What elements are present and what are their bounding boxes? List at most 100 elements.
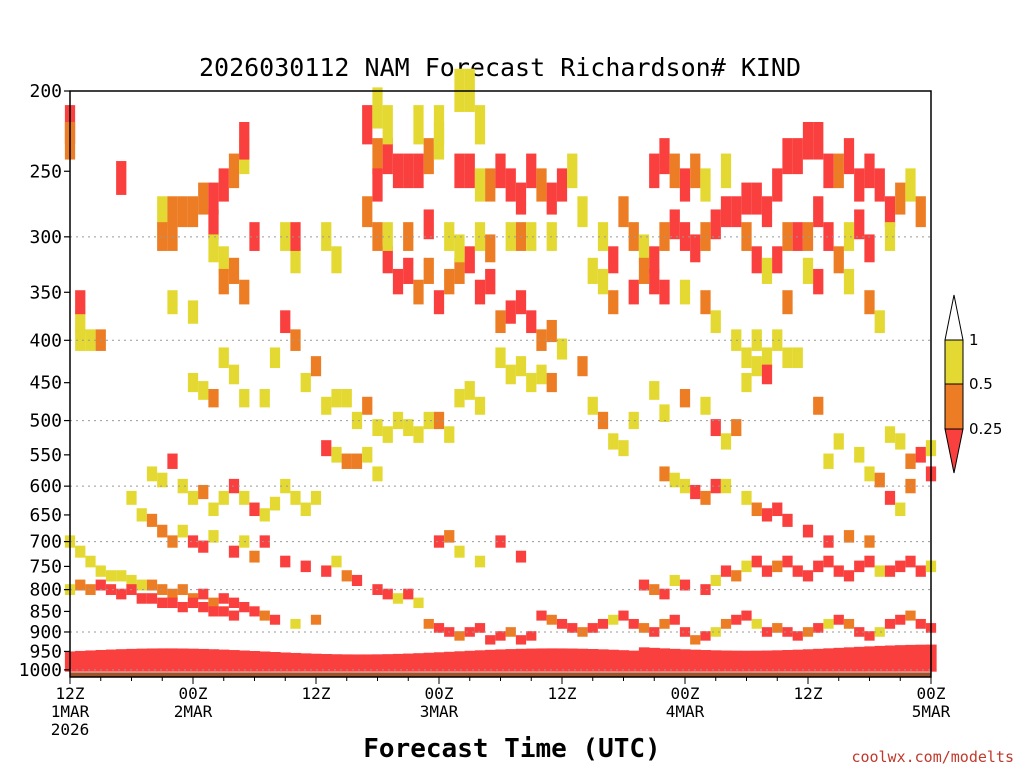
- heatmap-cell: [515, 550, 527, 563]
- heatmap-cell: [403, 588, 414, 600]
- heatmap-cell: [239, 490, 250, 505]
- heatmap-cell: [567, 623, 578, 633]
- heatmap-cell: [444, 268, 455, 295]
- heatmap-cell: [269, 652, 281, 672]
- heatmap-cell: [392, 411, 404, 430]
- heatmap-cell: [731, 570, 742, 582]
- heatmap-cell: [362, 105, 373, 145]
- heatmap-cell: [382, 426, 393, 443]
- heatmap-cell: [75, 650, 86, 672]
- heatmap-cell: [597, 649, 609, 672]
- heatmap-cell: [413, 653, 425, 672]
- heatmap-cell: [802, 649, 814, 672]
- heatmap-cell: [854, 209, 865, 240]
- y-tick-label: 900: [29, 622, 62, 643]
- heatmap-cell: [669, 472, 680, 488]
- heatmap-cell: [669, 574, 680, 587]
- heatmap-cell: [905, 453, 916, 469]
- heatmap-cell: [464, 153, 475, 189]
- heatmap-cell: [782, 290, 793, 315]
- heatmap-cell: [854, 627, 865, 637]
- heatmap-cell: [146, 593, 158, 604]
- heatmap-cell: [915, 618, 926, 629]
- heatmap-cell: [157, 196, 168, 228]
- x-tick-label: 12Z: [56, 684, 85, 703]
- heatmap-cell: [905, 555, 916, 568]
- heatmap-cell: [782, 627, 793, 637]
- heatmap-cell: [526, 222, 537, 251]
- heatmap-cell: [126, 574, 137, 587]
- heatmap-cell: [351, 411, 363, 430]
- heatmap-cell: [403, 419, 414, 437]
- heatmap-cell: [474, 279, 486, 305]
- heatmap-cell: [864, 466, 875, 482]
- heatmap-cell: [720, 618, 732, 629]
- heatmap-cell: [669, 648, 681, 672]
- heatmap-cell: [403, 653, 414, 672]
- heatmap-cell: [772, 623, 783, 633]
- heatmap-cell: [259, 610, 270, 621]
- y-tick-label: 1000: [19, 660, 62, 681]
- heatmap-cell: [444, 530, 455, 543]
- heatmap-cell: [167, 648, 179, 672]
- heatmap-cell: [187, 300, 199, 324]
- heatmap-cell: [85, 555, 96, 568]
- heatmap-cell: [649, 584, 660, 595]
- heatmap-cell: [403, 153, 414, 189]
- heatmap-cell: [618, 196, 629, 228]
- heatmap-cell: [536, 168, 547, 202]
- heatmap-cell: [895, 182, 906, 215]
- heatmap-cell: [444, 651, 455, 672]
- heatmap-cell: [843, 138, 855, 175]
- heatmap-cell: [905, 644, 917, 672]
- heatmap-cell: [433, 623, 445, 633]
- heatmap-cell: [659, 648, 671, 672]
- heatmap-cell: [874, 472, 885, 488]
- heatmap-cell: [556, 338, 568, 360]
- heatmap-cell: [454, 234, 465, 263]
- heatmap-cell: [546, 182, 557, 215]
- heatmap-cell: [167, 453, 178, 469]
- heatmap-cell: [864, 631, 875, 641]
- heatmap-cell: [915, 446, 926, 463]
- heatmap-cell: [146, 513, 158, 527]
- heatmap-cell: [382, 588, 393, 600]
- heatmap-cell: [823, 535, 834, 548]
- heatmap-cell: [761, 257, 773, 284]
- heatmap-cell: [413, 153, 424, 189]
- heatmap-cell: [392, 268, 404, 295]
- colorbar-legend: 1 0.5 0.25: [944, 294, 1002, 474]
- heatmap-cell: [649, 153, 660, 189]
- heatmap-cell: [372, 138, 383, 175]
- heatmap-cell: [362, 654, 373, 672]
- heatmap-cell: [372, 654, 384, 672]
- heatmap-cell: [782, 513, 793, 527]
- heatmap-cell: [167, 597, 178, 609]
- heatmap-cell: [649, 268, 660, 295]
- heatmap-cell: [638, 579, 650, 591]
- legend-label: 0.25: [969, 420, 1002, 438]
- heatmap-cell: [895, 614, 906, 625]
- heatmap-cell: [638, 234, 650, 263]
- heatmap-cell: [239, 650, 250, 672]
- heatmap-cell: [249, 222, 260, 251]
- heatmap-cell: [843, 647, 855, 672]
- heatmap-cell: [321, 222, 332, 251]
- heatmap-cell: [536, 610, 547, 621]
- heatmap-cell: [464, 627, 475, 637]
- heatmap-cell: [731, 419, 742, 437]
- y-tick-label: 250: [29, 161, 62, 182]
- heatmap-cell: [649, 381, 660, 400]
- heatmap-cell: [300, 502, 311, 517]
- heatmap-cell: [567, 648, 578, 672]
- heatmap-cell: [146, 466, 158, 482]
- x-tick-label: 00Z: [671, 684, 700, 703]
- heatmap-cell: [218, 593, 229, 604]
- heatmap-cell: [813, 560, 824, 573]
- heatmap-cell: [341, 453, 352, 469]
- heatmap-cell: [864, 234, 875, 263]
- legend-swatch: [944, 383, 964, 430]
- x-tick-label: 4MAR: [666, 702, 705, 721]
- heatmap-cell: [116, 588, 127, 600]
- heatmap-cell: [198, 484, 209, 500]
